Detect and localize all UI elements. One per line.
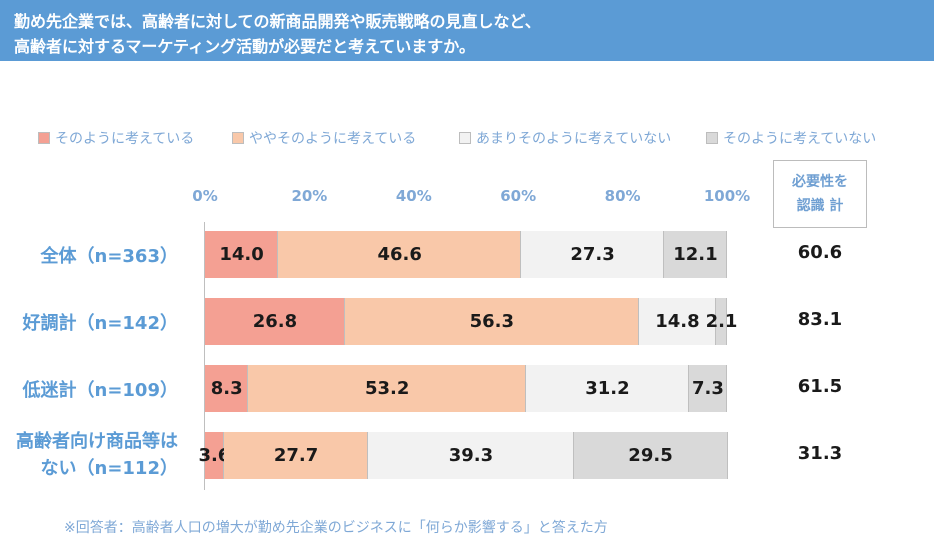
x-tick-label: 100% [703,187,751,205]
legend-label: ややそのように考えている [249,131,417,147]
stacked-bar: 3.6 27.7 39.3 29.5 [198,432,728,479]
question-line-1: 勤め先企業では、高齢者に対しての新商品開発や販売戦略の見直しなど、 [14,12,541,31]
bar-segment [205,298,345,345]
x-tick-label: 0% [192,187,218,205]
footnote: ※回答者：高齢者人口の増大が勤め先企業のビジネスに「何らか影響する」と答えた方 [64,520,608,536]
data-label: 26.8 [252,311,298,332]
legend-swatch [232,132,244,144]
legend-item: ややそのように考えている [232,128,416,148]
x-tick-label: 40% [395,187,432,205]
bar-segment [716,298,727,345]
bar-segment [278,231,522,278]
legend-label: そのように考えていない [723,131,877,147]
data-label: 53.2 [364,378,410,399]
question-header: 勤め先企業では、高齢者に対しての新商品開発や販売戦略の見直しなど、 高齢者に対す… [0,0,934,61]
data-label: 46.6 [377,244,422,265]
y-axis-line [204,222,205,490]
stacked-bar: 14.0 46.6 27.3 12.1 [205,231,727,278]
x-tick-label: 20% [291,187,328,205]
x-tick-label: 80% [604,187,641,205]
bar-segment [205,231,279,278]
data-label: 12.1 [673,244,718,265]
category-label: 低迷計（n=109） [22,380,178,401]
stacked-bar: 26.8 56.3 14.8 2.1 [205,298,737,345]
bar-segment [663,231,727,278]
total-value: 83.1 [797,309,843,330]
bar-segment [521,231,664,278]
legend-label: あまりそのように考えていない [476,131,672,147]
data-label: 27.3 [570,244,615,265]
total-value: 60.6 [797,242,843,263]
bar-segment [223,432,369,479]
data-label: 2.1 [705,311,738,332]
bar-segment [205,365,249,412]
data-label: 27.7 [273,445,319,466]
bar-segment [688,365,727,412]
bar-segment [248,365,527,412]
bar-segment [344,298,639,345]
total-value: 31.3 [797,443,843,464]
total-header-line-2: 認識 計 [796,198,844,214]
data-label: 8.3 [210,378,243,399]
legend-item: あまりそのように考えていない [459,128,671,148]
data-label: 14.0 [219,244,264,265]
total-value: 61.5 [797,376,843,397]
data-label: 39.3 [448,445,494,466]
legend-label: そのように考えている [55,131,195,147]
total-header-line-1: 必要性を [792,174,848,190]
total-column-header: 必要性を 認識 計 [773,160,867,228]
bar-segment [526,365,689,412]
legend-item: そのように考えていない [706,128,876,148]
legend-swatch [706,132,718,144]
legend-item: そのように考えている [38,128,194,148]
bar-segment [205,432,224,479]
bar-segment [573,432,728,479]
category-label: 高齢者向け商品等はない（n=112） [16,428,178,482]
category-label: 全体（n=363） [40,246,178,267]
data-label: 14.8 [655,311,700,332]
x-tick-label: 60% [500,187,537,205]
bar-segment [368,432,574,479]
data-label: 29.5 [628,445,673,466]
bar-segment [638,298,717,345]
legend-swatch [38,132,50,144]
category-label: 好調計（n=142） [22,313,178,334]
legend-swatch [459,132,471,144]
category-label-line: ない（n=112） [40,458,178,479]
data-label: 56.3 [469,311,515,332]
stacked-bar: 8.3 53.2 31.2 7.3 [205,365,727,412]
data-label: 3.6 [198,445,231,466]
category-label-line: 高齢者向け商品等は [16,431,178,452]
data-label: 7.3 [691,378,724,399]
question-line-2: 高齢者に対するマーケティング活動が必要だと考えていますか。 [14,37,475,56]
data-label: 31.2 [585,378,630,399]
chart-legend: そのように考えている ややそのように考えている あまりそのように考えていない そのよう… [0,128,934,148]
